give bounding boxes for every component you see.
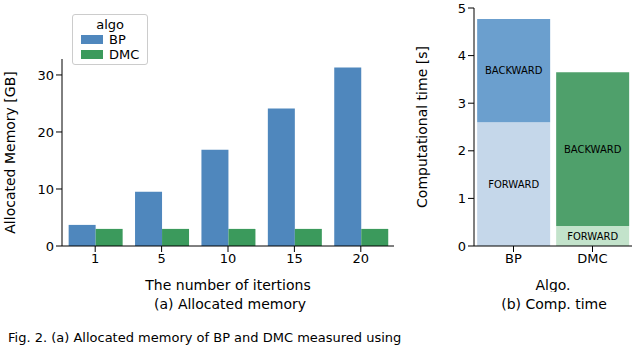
html-text:BP: BP xyxy=(109,32,126,47)
html-text:Fig. 2. (a) Allocated memory o: Fig. 2. (a) Allocated memory of BP and D… xyxy=(8,330,402,345)
svg-text:5: 5 xyxy=(157,251,165,266)
html-text:(a) Allocated memory: (a) Allocated memory xyxy=(154,296,306,312)
html-text:algo: algo xyxy=(96,17,124,32)
svg-text:FORWARD: FORWARD xyxy=(567,231,618,242)
svg-text:15: 15 xyxy=(286,251,303,266)
svg-text:BACKWARD: BACKWARD xyxy=(564,144,622,155)
svg-text:10: 10 xyxy=(37,182,54,197)
svg-text:FORWARD: FORWARD xyxy=(488,179,539,190)
svg-text:20: 20 xyxy=(353,251,370,266)
svg-text:5: 5 xyxy=(458,1,466,16)
svg-text:BP: BP xyxy=(505,251,522,266)
svg-text:1: 1 xyxy=(458,191,466,206)
svg-text:The number of itertions: The number of itertions xyxy=(144,277,310,292)
html-text:(b) Comp. time: (b) Comp. time xyxy=(501,296,607,312)
svg-text:3: 3 xyxy=(458,96,466,111)
svg-text:Allocated Memory [GB]: Allocated Memory [GB] xyxy=(8,71,18,233)
svg-text:0: 0 xyxy=(46,239,54,254)
svg-text:BACKWARD: BACKWARD xyxy=(485,65,543,76)
svg-text:2: 2 xyxy=(458,143,466,158)
svg-text:4: 4 xyxy=(458,48,466,63)
svg-text:Algo.: Algo. xyxy=(535,277,570,292)
svg-text:DMC: DMC xyxy=(577,251,607,266)
svg-text:20: 20 xyxy=(37,125,54,140)
svg-text:10: 10 xyxy=(220,251,237,266)
svg-text:Computational time [s]: Computational time [s] xyxy=(414,46,430,208)
svg-text:30: 30 xyxy=(37,68,54,83)
html-text:DMC: DMC xyxy=(109,47,140,62)
svg-text:0: 0 xyxy=(458,239,466,254)
svg-text:1: 1 xyxy=(91,251,99,266)
